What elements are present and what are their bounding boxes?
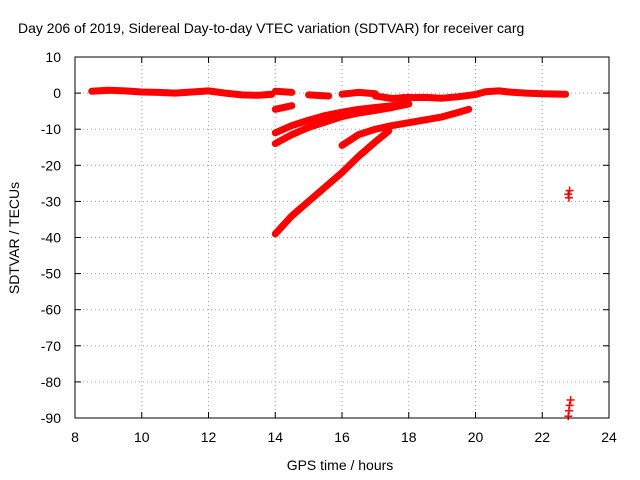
y-tick-label: -90 [41, 410, 61, 426]
series-short-arc-fourth [371, 92, 413, 102]
x-tick-label: 24 [601, 429, 617, 445]
y-tick-label: -20 [41, 157, 61, 173]
axis-ticks: 8 10 12 14 16 18 20 22 24 10 0 -10 -20 -30 -40 -50 -60 -7… [41, 49, 617, 445]
data-series [88, 86, 570, 238]
y-tick-label: -80 [41, 374, 61, 390]
x-tick-label: 12 [201, 429, 217, 445]
series-arc-14-to-17-deep [271, 127, 393, 238]
series-short-arc-low [271, 102, 296, 113]
outlier-point [564, 193, 573, 202]
y-tick-label: -70 [41, 338, 61, 354]
series-arc-14-to-18-b [271, 100, 413, 148]
x-tick-label: 22 [534, 429, 550, 445]
x-axis-label: GPS time / hours [287, 457, 394, 473]
x-tick-label: 18 [401, 429, 417, 445]
y-axis-label: SDTVAR / TECUs [6, 182, 22, 294]
series-short-arc-top [271, 87, 296, 96]
outlier-point [566, 395, 575, 404]
outlier-points [564, 186, 575, 421]
outlier-point [565, 186, 574, 195]
outlier-point [564, 412, 573, 421]
chart-title: Day 206 of 2019, Sidereal Day-to-day VTE… [18, 20, 524, 36]
y-tick-label: -30 [41, 193, 61, 209]
series-main-band-early [88, 86, 276, 99]
grid [75, 57, 609, 418]
x-tick-label: 10 [134, 429, 150, 445]
y-tick-label: -10 [41, 121, 61, 137]
x-tick-label: 20 [468, 429, 484, 445]
plot-frame [74, 56, 610, 419]
y-tick-label: -60 [41, 302, 61, 318]
y-tick-label: 10 [45, 49, 61, 65]
series-short-arc-mid [305, 91, 333, 100]
y-tick-label: -50 [41, 266, 61, 282]
series-main-band-late [398, 87, 570, 102]
y-tick-label: 0 [53, 85, 61, 101]
y-tick-label: -40 [41, 230, 61, 246]
x-tick-label: 14 [267, 429, 283, 445]
series-arc-16-to-20 [338, 105, 473, 149]
x-tick-label: 8 [71, 429, 79, 445]
x-tick-label: 16 [334, 429, 350, 445]
series-short-arc-third [338, 88, 379, 98]
